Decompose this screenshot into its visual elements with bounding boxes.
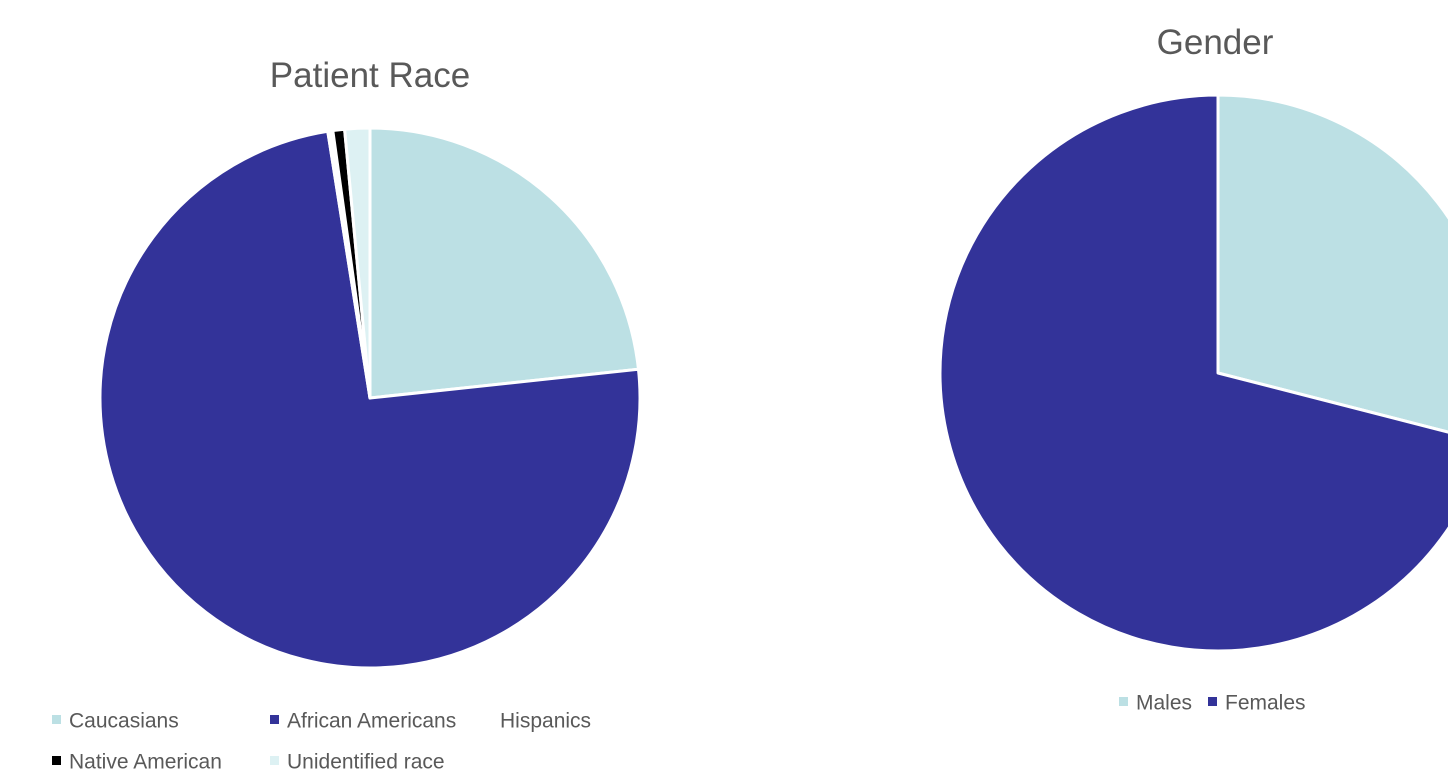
legend-item-hispanics: Hispanics bbox=[483, 709, 591, 733]
legend-swatch bbox=[270, 755, 279, 765]
legend-swatch bbox=[52, 755, 61, 765]
legend-item-males: Males bbox=[1119, 691, 1192, 715]
legend-label: Caucasians bbox=[69, 709, 179, 733]
legend-label: Females bbox=[1225, 691, 1306, 715]
legend-label: Hispanics bbox=[500, 709, 592, 733]
legend-swatch bbox=[1208, 696, 1217, 706]
legend-item-females: Females bbox=[1208, 691, 1306, 715]
legend-item-unidentified-race: Unidentified race bbox=[270, 750, 445, 774]
legend-label: Males bbox=[1136, 691, 1193, 715]
race-slice-caucasians bbox=[368, 126, 640, 400]
gender-slice-females bbox=[938, 93, 1448, 653]
legend-swatch bbox=[1119, 696, 1128, 706]
legend-item-african-americans: African Americans bbox=[270, 709, 456, 733]
legend-label: Native American bbox=[69, 750, 222, 774]
legend-swatch bbox=[270, 714, 279, 724]
race-slice-unidentified-race bbox=[343, 126, 372, 400]
legend-item-caucasians: Caucasians bbox=[52, 709, 179, 733]
race-chart-title: Patient Race bbox=[269, 56, 471, 95]
legend-swatch bbox=[483, 714, 492, 724]
race-slice-african-americans bbox=[98, 129, 642, 670]
legend-label: African Americans bbox=[287, 709, 457, 733]
gender-slice-males bbox=[1216, 93, 1448, 434]
legend-item-native-american: Native American bbox=[52, 750, 222, 774]
gender-chart-title: Gender bbox=[1156, 23, 1274, 62]
legend-label: Unidentified race bbox=[287, 750, 445, 774]
legend-swatch bbox=[52, 714, 61, 724]
